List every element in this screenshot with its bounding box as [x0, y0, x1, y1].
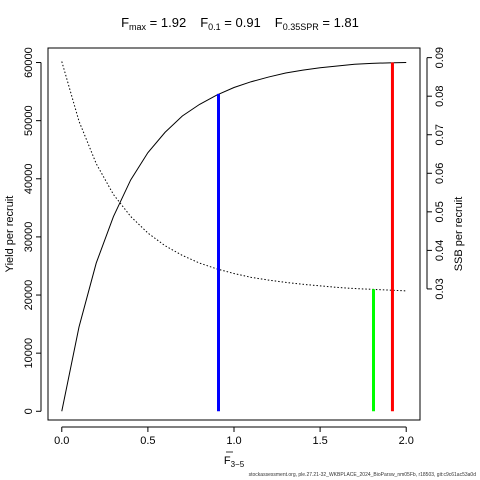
f01-value: = 0.91	[221, 15, 261, 30]
x-axis: 0.0 0.5 1.0 1.5 2.0	[54, 426, 414, 447]
y-left-tick-label: 50000	[23, 105, 35, 136]
f01-sub: 0.1	[208, 22, 221, 32]
ssb-per-recruit-line	[61, 61, 407, 292]
fmax-label: F	[121, 15, 129, 30]
x-axis-title-sub: 3−5	[231, 460, 245, 469]
plot-frame	[47, 47, 421, 421]
x-tick-label: 0.5	[140, 435, 155, 447]
y-axis-left: 0 10000 20000 30000 40000 50000 60000	[23, 47, 42, 414]
footer-text: stockassessment.org, ple.27.21-32_WKBPLA…	[249, 472, 477, 478]
y-axis-right-title: SSB per recruit	[453, 197, 465, 272]
y-left-tick-label: 0	[23, 408, 35, 414]
y-right-tick-label: 0.08	[434, 85, 446, 106]
yield-per-recruit-line	[61, 62, 407, 412]
y-right-tick-label: 0.06	[434, 163, 446, 184]
fmax-sub: max	[129, 22, 147, 32]
y-left-tick-label: 10000	[23, 338, 35, 369]
x-axis-title: F3−5	[224, 455, 245, 469]
y-right-tick-label: 0.04	[434, 240, 446, 261]
fspr-label: F	[275, 15, 283, 30]
y-left-tick-label: 40000	[23, 163, 35, 194]
series-layer	[61, 61, 407, 412]
chart-title: Fmax = 1.92 F0.1 = 0.91 F0.35SPR = 1.81	[121, 15, 359, 32]
f01-label: F	[200, 15, 208, 30]
fspr-value: = 1.81	[319, 15, 359, 30]
y-axis-left-title: Yield per recruit	[4, 196, 16, 273]
x-tick-label: 2.0	[399, 435, 414, 447]
x-axis-title-main: F	[224, 455, 231, 467]
y-right-tick-label: 0.09	[434, 47, 446, 68]
y-axis-right: 0.03 0.04 0.05 0.06 0.07 0.08 0.09	[426, 47, 446, 300]
y-right-tick-label: 0.03	[434, 278, 446, 299]
y-left-tick-label: 60000	[23, 47, 35, 78]
y-right-tick-label: 0.07	[434, 124, 446, 145]
reference-lines	[217, 62, 394, 412]
y-right-tick-label: 0.05	[434, 201, 446, 222]
y-left-tick-label: 20000	[23, 280, 35, 311]
y-left-tick-label: 30000	[23, 222, 35, 253]
x-tick-label: 0.0	[54, 435, 69, 447]
x-tick-label: 1.0	[226, 435, 241, 447]
fmax-value: = 1.92	[146, 15, 186, 30]
fspr-sub: 0.35SPR	[283, 22, 320, 32]
x-tick-label: 1.5	[312, 435, 327, 447]
